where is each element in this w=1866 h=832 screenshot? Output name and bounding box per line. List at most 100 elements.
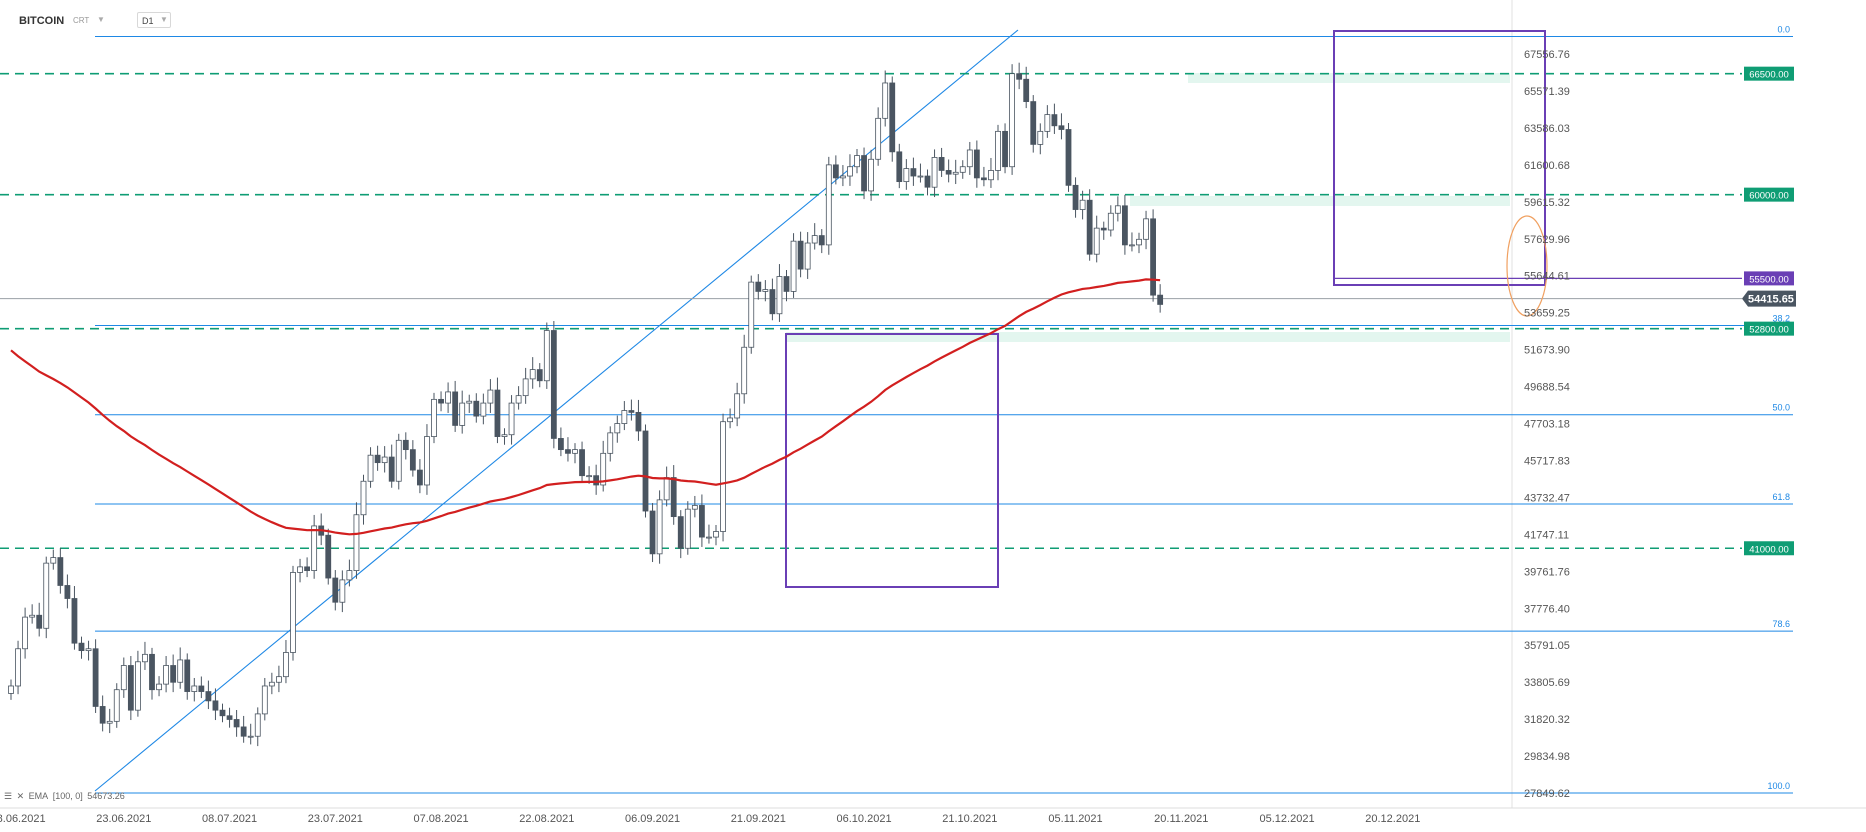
candle-body [205, 691, 212, 702]
candle-body [536, 369, 543, 382]
candle-body [466, 400, 473, 404]
y-tick-label: 33805.69 [1524, 677, 1570, 689]
x-tick-label: 23.07.2021 [308, 813, 363, 825]
chevron-down-icon[interactable]: ▼ [97, 15, 105, 24]
candle-body [868, 158, 874, 192]
candle-body [917, 175, 924, 178]
candle-body [1079, 199, 1086, 210]
candle-body [889, 82, 896, 153]
candle-body [607, 432, 614, 454]
candle-body [649, 510, 656, 555]
candle-body [875, 117, 882, 160]
candle-body [861, 155, 867, 192]
level-tag [1744, 541, 1794, 556]
horizontal-levels[interactable] [0, 72, 1742, 550]
y-tick-label: 49688.54 [1524, 382, 1570, 394]
y-tick-label: 29834.98 [1524, 751, 1570, 763]
candle-body [283, 652, 289, 678]
level-tag [1744, 321, 1794, 336]
candle-body [565, 449, 571, 454]
candle-body [36, 614, 43, 629]
fib-level-label: 50.0 [1772, 403, 1790, 413]
y-tick-label: 57629.96 [1524, 234, 1570, 246]
candle-body [938, 157, 945, 171]
candle-body [1143, 218, 1149, 240]
x-tick-label: 08.07.2021 [202, 813, 257, 825]
candle-body [579, 449, 585, 477]
level-tag [1744, 187, 1794, 202]
candle-body [1044, 114, 1051, 132]
candle-body [142, 653, 148, 663]
timeframe-select[interactable] [137, 12, 171, 28]
candle-body [840, 175, 846, 179]
candle-body [981, 177, 987, 181]
menu-icon[interactable]: ☰ [4, 791, 13, 801]
candle-body [924, 175, 931, 188]
candle-body [832, 164, 839, 179]
candle-body [332, 577, 339, 603]
y-tick-label: 41747.11 [1524, 529, 1569, 541]
ema-params: [100, 0] [52, 791, 83, 801]
fibonacci-retracement[interactable]: 0.0 38.2 50.0 61.8 78.6 100.0 [95, 24, 1793, 794]
candle-body [325, 534, 332, 579]
candle-body [558, 438, 564, 451]
candle-body [1086, 199, 1093, 255]
x-tick-label: 06.10.2021 [837, 813, 892, 825]
market-label[interactable]: CRT [73, 16, 90, 25]
candle-body [297, 566, 303, 573]
y-tick-label: 43732.47 [1524, 492, 1570, 504]
fib-level-label: 0.0 [1777, 24, 1790, 34]
candle-body [684, 508, 691, 549]
fib-level-label: 61.8 [1772, 492, 1790, 502]
x-tick-label: 20.11.2021 [1154, 813, 1208, 825]
candlestick-series [8, 62, 1164, 747]
candle-body [226, 715, 233, 720]
candle-body [1129, 244, 1135, 247]
candle-body [656, 499, 663, 555]
candle-body [198, 685, 205, 692]
candle-body [959, 166, 966, 173]
candle-body [635, 411, 642, 432]
timeframe-label[interactable]: D1 [142, 16, 154, 26]
candle-body [438, 398, 444, 404]
candle-body [1114, 205, 1121, 214]
highlight-ellipse [1506, 215, 1548, 317]
y-tick-label: 37776.40 [1524, 603, 1570, 615]
candle-body [233, 719, 240, 728]
candle-body [896, 151, 903, 183]
candle-body [22, 616, 29, 650]
close-icon[interactable]: ✕ [16, 791, 25, 801]
candle-body [134, 661, 141, 711]
x-tick-label: 05.11.2021 [1048, 813, 1102, 825]
candle-body [424, 436, 430, 486]
candle-body [621, 410, 628, 424]
y-tick-label: 47703.18 [1524, 419, 1570, 431]
candle-body [988, 170, 994, 181]
candle-body [854, 155, 860, 168]
candle-body [1023, 78, 1030, 102]
x-tick-label: 08.06.2021 [0, 813, 46, 825]
candle-body [431, 398, 437, 437]
candle-body [170, 665, 177, 683]
range-box-september [785, 333, 999, 588]
candle-body [995, 130, 1001, 171]
candle-body [973, 149, 980, 179]
candle-body [445, 391, 452, 404]
candle-body [508, 402, 515, 436]
y-tick-label: 51673.90 [1524, 345, 1570, 357]
price-tags: 66500.00 60000.00 52800.00 41000.00 55500.00… [1742, 66, 1796, 556]
candle-body [409, 449, 416, 471]
range-boxes[interactable] [785, 30, 1546, 588]
candle-body [1051, 114, 1058, 127]
chart-toolbar: BITCOIN CRT ▼ D1 ▼ [0, 0, 1866, 38]
candle-body [966, 149, 973, 168]
chevron-down-icon[interactable]: ▼ [160, 15, 168, 24]
candle-body [825, 164, 832, 246]
candle-body [727, 417, 733, 423]
candle-body [353, 514, 360, 571]
candle-body [769, 289, 776, 315]
candle-body [501, 434, 508, 437]
y-tick-label: 55644.61 [1524, 271, 1570, 283]
candle-body [395, 439, 402, 482]
